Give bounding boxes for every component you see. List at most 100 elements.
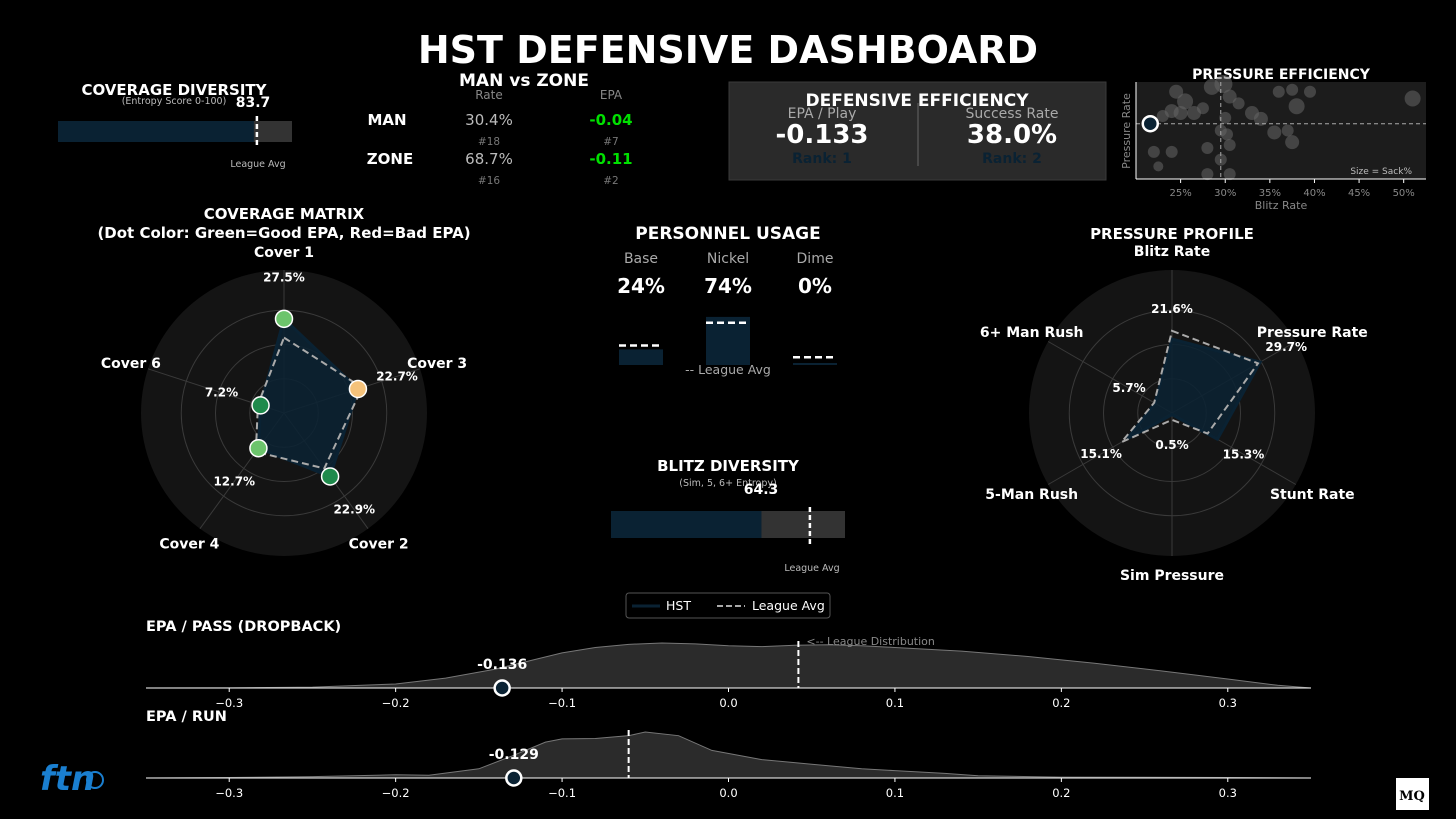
x-tick-label: −0.3 bbox=[215, 696, 243, 710]
epa-header: EPA bbox=[600, 88, 623, 102]
x-tick-label: 50% bbox=[1393, 188, 1415, 199]
league-series-line bbox=[254, 336, 364, 470]
x-tick-label: 0.3 bbox=[1219, 696, 1237, 710]
mq-logo-box bbox=[1396, 778, 1429, 810]
pressure-efficiency-xlabel: Blitz Rate bbox=[1255, 199, 1308, 212]
personnel-bar bbox=[793, 363, 837, 365]
league-team-point bbox=[1253, 111, 1268, 126]
radar-value-label: 22.9% bbox=[333, 503, 375, 517]
radar-axis-label: Cover 1 bbox=[254, 245, 314, 261]
coverage-diversity-panel: COVERAGE DIVERSITY (Entropy Score 0-100)… bbox=[58, 81, 292, 170]
personnel-group-label: Base bbox=[624, 251, 658, 267]
blitz-diversity-subtitle: (Sim, 5, 6+ Entropy) bbox=[679, 478, 776, 489]
pressure-efficiency-ylabel: Pressure Rate bbox=[1120, 93, 1133, 169]
legend-team-label: HST bbox=[666, 598, 691, 613]
league-team-point bbox=[1288, 98, 1305, 115]
league-team-point bbox=[1267, 125, 1282, 140]
league-team-point bbox=[1147, 145, 1160, 158]
man-rate: 30.4% bbox=[465, 111, 513, 129]
radar-value-label: 29.7% bbox=[1265, 340, 1307, 354]
coverage-diversity-subtitle: (Entropy Score 0-100) bbox=[122, 96, 227, 107]
league-team-point bbox=[1196, 102, 1209, 115]
radar-value-label: 5.7% bbox=[1112, 381, 1145, 395]
personnel-bar bbox=[619, 349, 663, 365]
x-tick-label: 0.1 bbox=[886, 696, 904, 710]
x-tick-label: −0.2 bbox=[382, 696, 410, 710]
coverage-diversity-bar bbox=[58, 121, 254, 142]
success-rate-label: Success Rate bbox=[966, 106, 1059, 122]
x-tick-label: 0.1 bbox=[886, 786, 904, 800]
coverage-matrix-title: COVERAGE MATRIX bbox=[204, 205, 365, 223]
radar-value-label: 0.5% bbox=[1155, 438, 1188, 452]
x-tick-label: 0.0 bbox=[719, 696, 737, 710]
league-distribution-area bbox=[145, 731, 1312, 779]
radar-value-label: 15.1% bbox=[1080, 447, 1122, 461]
league-team-point bbox=[1156, 109, 1169, 122]
mq-logo-text: MQ bbox=[1399, 789, 1425, 804]
personnel-title: PERSONNEL USAGE bbox=[635, 224, 820, 244]
zone-rate-rank: #16 bbox=[478, 175, 500, 187]
x-tick-label: 35% bbox=[1259, 188, 1281, 199]
pressure-profile-panel: PRESSURE PROFILE 21.6% Blitz Rate 29.7%Pre… bbox=[980, 225, 1368, 584]
coverage-diversity-league-label: League Avg bbox=[230, 159, 285, 170]
radar-value-label: 7.2% bbox=[205, 386, 238, 400]
blitz-diversity-bar bbox=[611, 511, 762, 538]
man-epa: -0.04 bbox=[589, 111, 632, 129]
radar-spoke bbox=[1047, 341, 1173, 414]
coverage-diversity-value: 83.7 bbox=[236, 95, 271, 111]
personnel-league-label: -- League Avg bbox=[685, 362, 771, 377]
blitz-diversity-league-label: League Avg bbox=[784, 563, 839, 574]
league-team-point bbox=[1177, 93, 1194, 110]
zone-rate: 68.7% bbox=[465, 150, 513, 168]
radar-axis-label: Blitz Rate bbox=[1134, 244, 1210, 260]
defensive-efficiency-title: DEFENSIVE EFFICIENCY bbox=[805, 91, 1029, 111]
team-epa-value: -0.129 bbox=[489, 747, 539, 763]
radar-axis-label: Cover 6 bbox=[101, 356, 161, 372]
epa-play-value: -0.133 bbox=[775, 120, 868, 150]
epa-play-rank: Rank: 1 bbox=[792, 151, 852, 167]
epa-play-label: EPA / Play bbox=[788, 106, 857, 122]
coverage-diversity-title: COVERAGE DIVERSITY bbox=[81, 81, 267, 99]
blitz-diversity-title: BLITZ DIVERSITY bbox=[657, 457, 800, 475]
mq-logo: MQ bbox=[1396, 778, 1429, 810]
man-zone-title: MAN vs ZONE bbox=[459, 71, 589, 91]
personnel-group-value: 74% bbox=[704, 274, 752, 298]
pressure-profile-title: PRESSURE PROFILE bbox=[1090, 225, 1254, 243]
personnel-bar bbox=[706, 316, 750, 365]
x-tick-label: −0.1 bbox=[548, 786, 576, 800]
league-team-point bbox=[1272, 85, 1285, 98]
rate-header: Rate bbox=[475, 88, 503, 102]
x-tick-label: 0.2 bbox=[1052, 696, 1070, 710]
radar-axis-label: Cover 2 bbox=[349, 536, 409, 552]
league-distribution-annotation: <-- League Distribution bbox=[806, 635, 935, 648]
pressure-efficiency-note: Size = Sack% bbox=[1350, 167, 1412, 177]
league-team-point bbox=[1169, 84, 1184, 99]
league-team-point bbox=[1223, 168, 1236, 181]
team-epa-marker bbox=[505, 769, 523, 787]
man-epa-rank: #7 bbox=[603, 136, 618, 148]
team-series-area bbox=[1126, 337, 1263, 442]
coverage-epa-marker bbox=[348, 379, 368, 399]
coverage-epa-marker bbox=[274, 309, 294, 329]
league-team-point bbox=[1173, 106, 1188, 121]
radar-value-label: 12.7% bbox=[213, 474, 255, 488]
team-epa-value: -0.136 bbox=[477, 657, 527, 673]
radar-value-label: 27.5% bbox=[263, 271, 305, 285]
league-series-line bbox=[1120, 329, 1260, 444]
radar-axis-label: Sim Pressure bbox=[1120, 568, 1224, 584]
league-team-point bbox=[1286, 83, 1299, 96]
blitz-diversity-panel: BLITZ DIVERSITY (Sim, 5, 6+ Entropy) 64.… bbox=[611, 457, 845, 574]
epa-run-panel: EPA / RUN −0.3 −0.2 −0.1 0.0 0.1 0.2 0.3 -0.129 bbox=[145, 709, 1312, 800]
personnel-panel: PERSONNEL USAGE Base 24% Nickel 74% Dime 0% -… bbox=[617, 224, 837, 377]
league-team-point bbox=[1214, 74, 1233, 93]
ftn-logo-emblem-icon bbox=[86, 771, 104, 789]
league-team-point bbox=[1304, 85, 1316, 98]
radar-axis-label: Cover 4 bbox=[159, 536, 219, 552]
league-team-point bbox=[1153, 161, 1164, 172]
ftn-logo-text: ftn bbox=[40, 759, 95, 799]
team-point bbox=[1141, 114, 1160, 133]
radar-axis-label: Cover 3 bbox=[407, 356, 467, 372]
zone-label: ZONE bbox=[367, 150, 413, 168]
man-zone-panel: MAN vs ZONE Rate EPA MAN 30.4% -0.04 #18… bbox=[367, 71, 633, 187]
radar-axis-label: Pressure Rate bbox=[1257, 325, 1368, 341]
